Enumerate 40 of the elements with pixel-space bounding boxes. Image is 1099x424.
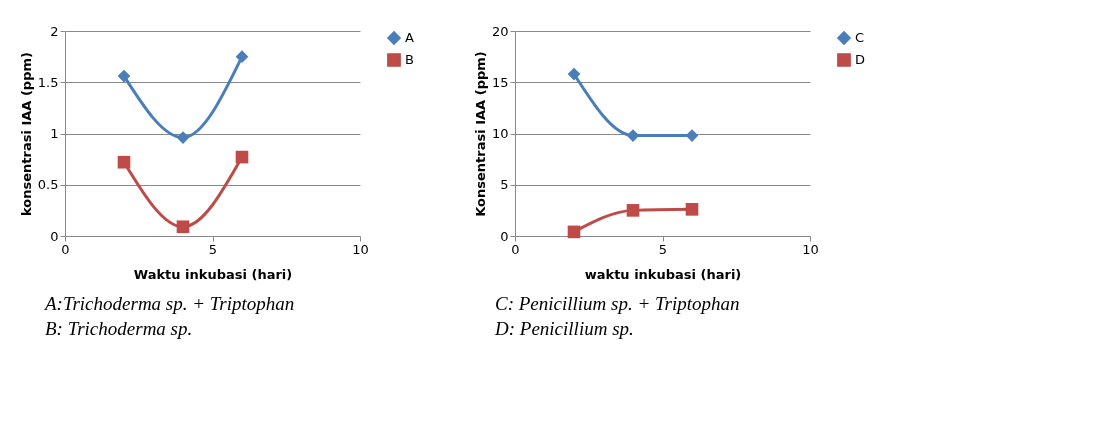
x-tick-label: 0 <box>511 241 520 257</box>
x-tick-label: 5 <box>658 241 668 257</box>
point <box>235 50 249 63</box>
y-tick-label: 15 <box>491 74 509 90</box>
point <box>567 67 581 81</box>
y-tick-label: 0.5 <box>37 177 59 193</box>
y-tick-label: 0 <box>500 228 509 244</box>
y-tick-label: 1 <box>50 126 59 141</box>
point <box>626 204 640 217</box>
point <box>176 131 190 144</box>
point <box>685 203 699 216</box>
y-tick-label: 2 <box>50 23 59 39</box>
point <box>567 225 581 239</box>
x-tick-label: 0 <box>61 241 70 257</box>
point <box>176 220 190 234</box>
y-axis-title: konsentrasi IAA (ppm) <box>18 52 34 216</box>
y-axis-title: Konsentrasi IAA (ppm) <box>472 51 488 217</box>
point <box>626 129 640 142</box>
text: D: Penicillium sp. <box>494 317 634 339</box>
legend-label: C <box>855 30 865 45</box>
x-axis-title: Waktu inkubasi (hari) <box>133 266 293 282</box>
point <box>685 129 699 142</box>
text: B: Trichoderma sp. <box>45 317 193 339</box>
text: A:Trichoderma sp. + Triptophan <box>43 292 295 314</box>
y-tick-label: 20 <box>491 23 509 39</box>
x-tick-label: 5 <box>208 241 218 257</box>
x-tick-label: 10 <box>802 241 819 257</box>
y-tick-label: 5 <box>500 177 509 193</box>
point <box>235 150 249 164</box>
legend-label: D <box>855 52 866 67</box>
point <box>117 155 131 169</box>
y-tick-label: 0 <box>50 228 59 244</box>
text: C: Penicillium sp. + Triptophan <box>495 292 740 314</box>
legend-label: B <box>405 52 414 67</box>
point <box>117 69 131 83</box>
y-tick-label: 10 <box>491 126 509 141</box>
legend-label: A <box>405 30 414 45</box>
x-axis-title: waktu inkubasi (hari) <box>584 266 742 282</box>
x-tick-label: 10 <box>352 241 369 257</box>
y-tick-label: 1.5 <box>37 74 59 90</box>
